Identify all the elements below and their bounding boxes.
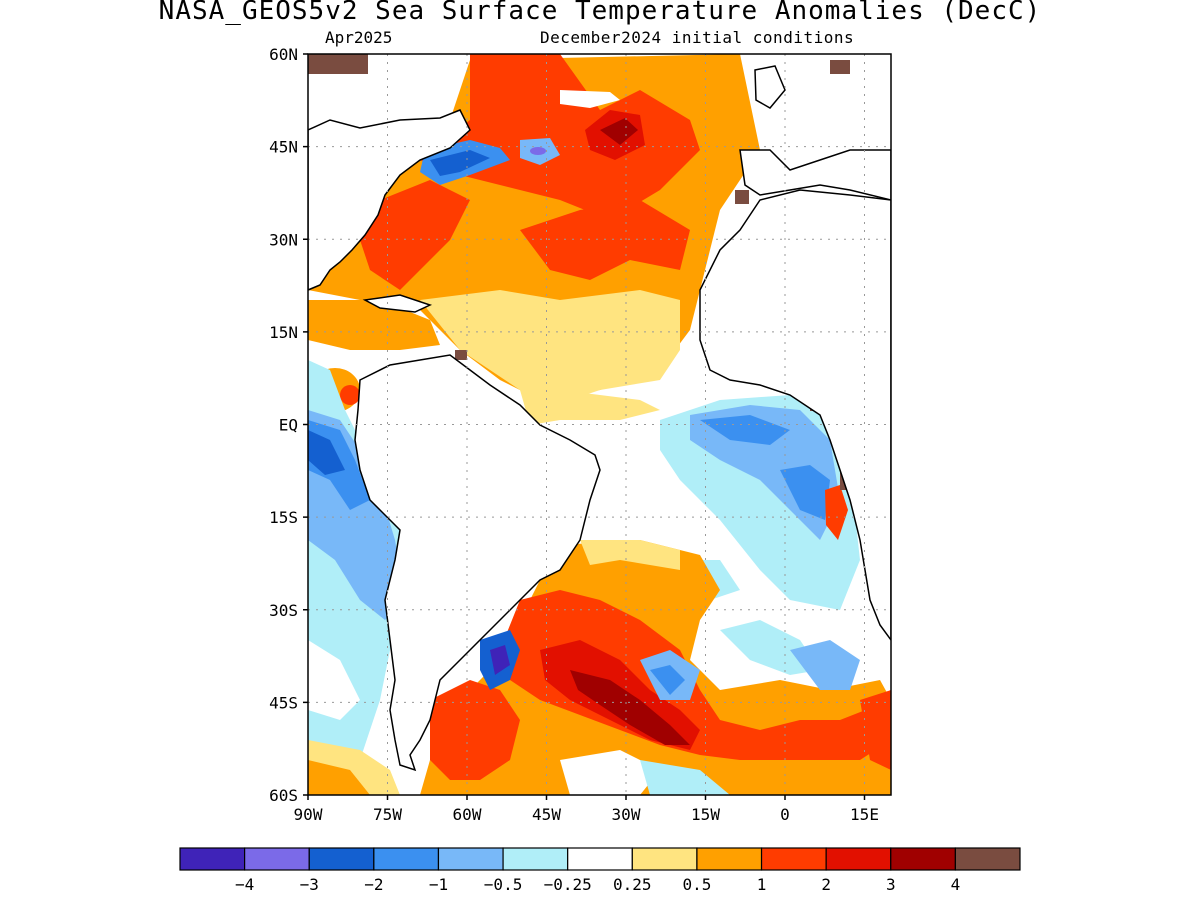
africa xyxy=(699,189,891,642)
colorbar-label: −1 xyxy=(429,875,448,894)
colorbar-label: 1 xyxy=(757,875,767,894)
lon-tick-label: 75W xyxy=(373,805,402,824)
british-isles xyxy=(754,65,786,109)
colorbar-swatch xyxy=(244,847,310,871)
latitude-axis: 60N 45N 30N 15N EQ 15S 30S 45S 60S xyxy=(269,45,308,805)
lon-tick-label: 90W xyxy=(294,805,323,824)
lat-tick-label: 60N xyxy=(269,45,298,64)
north-america xyxy=(308,109,471,291)
colorbar-swatch xyxy=(696,847,763,871)
europe xyxy=(739,149,891,201)
lon-tick-label: 30W xyxy=(612,805,641,824)
lon-tick-label: 0 xyxy=(780,805,790,824)
south-atlantic-warm-anomaly xyxy=(420,540,891,795)
colorbar-label: −0.25 xyxy=(544,875,592,894)
south-america xyxy=(354,354,601,772)
colorbar-swatch xyxy=(373,847,440,871)
colorbar-label: 0.5 xyxy=(682,875,711,894)
colorbar-swatch xyxy=(954,847,1021,871)
south-tropical-cold-anomaly xyxy=(660,395,860,610)
colorbar-swatch xyxy=(760,847,827,871)
lat-tick-label: EQ xyxy=(279,416,298,435)
lon-tick-label: 15W xyxy=(691,805,720,824)
colorbar-label: 2 xyxy=(821,875,831,894)
colorbar-swatch xyxy=(890,847,956,871)
colorbar-label: −0.5 xyxy=(484,875,523,894)
colorbar-swatch xyxy=(567,847,633,871)
lon-tick-label: 45W xyxy=(532,805,561,824)
map-title: NASA_GEOS5v2 Sea Surface Temperature Ano… xyxy=(158,0,1042,26)
lat-tick-label: 45S xyxy=(269,693,298,712)
colorbar-swatch xyxy=(502,847,569,871)
lat-tick-label: 45N xyxy=(269,138,298,157)
colorbar-label: −3 xyxy=(300,875,319,894)
colorbar-swatch xyxy=(179,847,246,871)
sst-anomaly-field xyxy=(308,54,891,795)
colorbar: −4 −3 −2 −1 −0.5 −0.25 0.25 0.5 1 2 3 4 xyxy=(179,847,1021,894)
lat-tick-label: 30N xyxy=(269,230,298,249)
lon-tick-label: 15E xyxy=(850,805,879,824)
colorbar-swatch xyxy=(825,847,892,871)
continents xyxy=(308,65,891,772)
lat-tick-label: 15N xyxy=(269,323,298,342)
lon-tick-label: 60W xyxy=(453,805,482,824)
colorbar-swatch xyxy=(631,847,698,871)
graticule xyxy=(308,54,891,795)
forecast-month-label: Apr2025 xyxy=(325,28,393,47)
lat-tick-label: 30S xyxy=(269,601,298,620)
eastern-pacific-cold-anomaly xyxy=(308,360,410,795)
colorbar-swatch xyxy=(437,847,504,871)
longitude-axis: 90W 75W 60W 45W 30W 15W 0 15E xyxy=(294,795,879,824)
colorbar-swatch xyxy=(308,847,375,871)
cuba xyxy=(362,294,433,313)
colorbar-label: −2 xyxy=(364,875,383,894)
colorbar-label: −4 xyxy=(235,875,254,894)
lat-tick-label: 60S xyxy=(269,786,298,805)
colorbar-label: 4 xyxy=(951,875,961,894)
colorbar-label: 0.25 xyxy=(613,875,652,894)
initial-conditions-label: December2024 initial conditions xyxy=(540,28,855,47)
lat-tick-label: 15S xyxy=(269,508,298,527)
colorbar-label: 3 xyxy=(886,875,896,894)
